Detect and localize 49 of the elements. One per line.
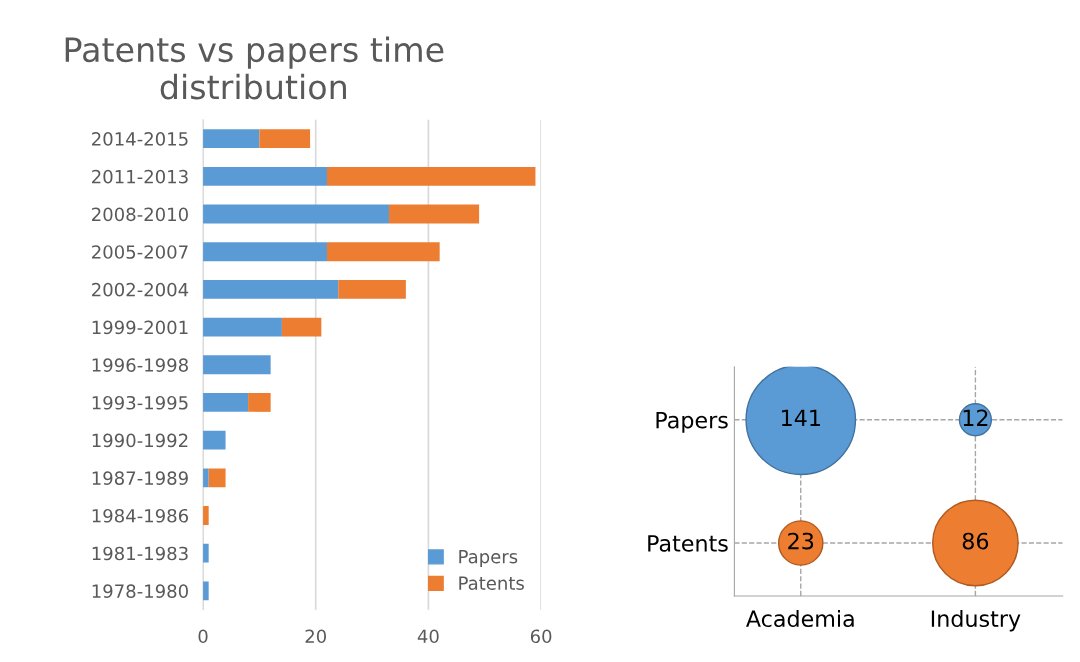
bar bbox=[203, 317, 282, 337]
y-tick-label: 2008-2010 bbox=[92, 207, 188, 222]
bar bbox=[388, 204, 480, 224]
y-tick-label: 1987-1989 bbox=[92, 471, 188, 485]
y-tick-label: 2014-2015 bbox=[92, 132, 188, 146]
y-tick-label: 2005-2007 bbox=[92, 245, 188, 259]
bar bbox=[203, 468, 209, 488]
bar bbox=[338, 279, 406, 299]
bar bbox=[326, 242, 440, 262]
legend-label: Papers bbox=[459, 550, 518, 567]
y-tick-label: 1999-2001 bbox=[92, 320, 188, 335]
y-tick-label: 1990-1992 bbox=[92, 433, 188, 448]
y-tick-label: 2002-2004 bbox=[92, 282, 189, 297]
category-label: Academia bbox=[746, 609, 854, 628]
bar bbox=[203, 581, 209, 601]
x-tick-label: 40 bbox=[417, 629, 439, 644]
text: Patents bbox=[648, 535, 728, 552]
bar bbox=[248, 393, 271, 412]
bar bbox=[259, 129, 311, 149]
data-label: 23 bbox=[788, 532, 814, 550]
bar bbox=[203, 506, 209, 525]
series-label: Papers bbox=[656, 411, 728, 433]
data-label: 86 bbox=[962, 532, 989, 550]
bar bbox=[203, 355, 271, 375]
bar bbox=[281, 317, 322, 337]
y-tick-label: 1981-1983 bbox=[92, 546, 188, 561]
legend-label: Patents bbox=[459, 576, 524, 590]
chart-title: Patents vs papers time distribution bbox=[65, 36, 444, 100]
y-tick-label: 2011-2013 bbox=[92, 169, 188, 184]
data-label: 141 bbox=[782, 409, 820, 426]
category-label: Industry bbox=[931, 609, 1021, 632]
bar bbox=[203, 279, 339, 299]
data-label: 12 bbox=[963, 409, 988, 426]
x-tick-label: 0 bbox=[198, 629, 208, 644]
bar bbox=[203, 543, 209, 563]
x-tick-label: 20 bbox=[305, 629, 327, 644]
bar bbox=[203, 204, 389, 224]
y-tick-label: 1984-1986 bbox=[92, 508, 189, 523]
bar bbox=[203, 430, 226, 450]
y-tick-label: 1993-1995 bbox=[92, 395, 188, 410]
bar bbox=[203, 242, 327, 262]
bar bbox=[326, 166, 536, 186]
bar bbox=[208, 468, 226, 488]
x-tick-label: 60 bbox=[530, 629, 552, 644]
bar bbox=[203, 166, 327, 186]
bar bbox=[203, 129, 260, 149]
y-tick-label: 1996-1998 bbox=[92, 358, 188, 372]
y-tick-label: 1978-1980 bbox=[92, 584, 188, 598]
bar bbox=[203, 393, 249, 412]
